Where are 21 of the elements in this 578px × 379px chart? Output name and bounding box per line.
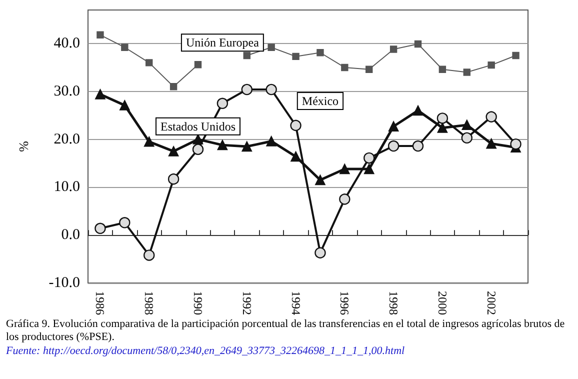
series-label: Estados Unidos: [160, 119, 236, 134]
x-tick-label: 1994: [288, 291, 303, 315]
x-tick-label: 2000: [435, 291, 450, 315]
series-label: Unión Europea: [186, 36, 260, 50]
x-tick-label: 1998: [386, 291, 401, 315]
y-tick-label: 0.0: [61, 227, 80, 244]
y-tick-label: 30.0: [54, 83, 80, 100]
x-tick-label: 1992: [240, 291, 254, 315]
y-axis-title: %: [16, 140, 31, 152]
y-tick-label: 20.0: [54, 131, 80, 148]
x-tick-label: 2002: [484, 291, 498, 315]
x-tick-label: 1996: [338, 291, 352, 315]
x-tick-label: 1988: [142, 291, 156, 315]
y-tick-label: -10.0: [48, 275, 80, 291]
x-tick-label: 1990: [191, 291, 205, 315]
y-tick-label: 40.0: [54, 36, 80, 52]
source-note: Fuente: http://oecd.org/document/58/0,2340,en_2649_33773_32264698_1_1_1_1,00.html: [6, 345, 406, 358]
y-tick-label: 10.0: [54, 179, 80, 196]
x-tick-label: 1986: [93, 291, 108, 315]
text: Gráfica 9. Evolución comparativa de la participación porcentual de las transferencias en el total de ingresos agrícolas brutos de los productores (%PSE).: [6, 318, 566, 344]
series-label: México: [302, 94, 339, 108]
